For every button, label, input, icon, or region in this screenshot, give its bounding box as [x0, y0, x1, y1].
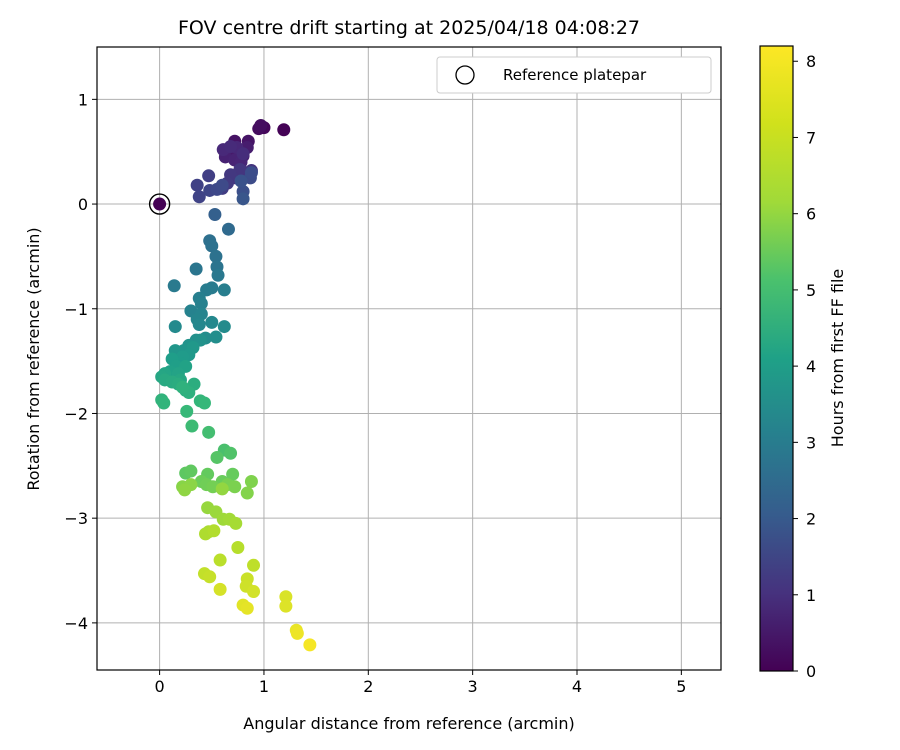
data-point: [189, 262, 203, 276]
data-point: [178, 483, 192, 497]
legend-marker-icon: [455, 65, 475, 85]
data-point: [236, 192, 250, 206]
colorbar-gradient: [759, 45, 794, 672]
data-point: [240, 486, 254, 500]
data-point: [168, 320, 182, 334]
legend: Reference platepar: [436, 56, 712, 94]
data-point: [217, 320, 231, 334]
data-point: [215, 482, 229, 496]
legend-label: Reference platepar: [503, 66, 647, 84]
data-point: [215, 178, 229, 192]
data-point: [192, 317, 206, 331]
x-tick-label: 0: [155, 677, 165, 696]
data-point: [190, 178, 204, 192]
x-tick-label: 3: [468, 677, 478, 696]
data-point: [192, 190, 206, 204]
y-tick-label: −4: [64, 614, 88, 633]
data-points: [153, 119, 317, 652]
y-tick-label: −1: [64, 300, 88, 319]
data-point: [277, 123, 291, 137]
data-point: [180, 404, 194, 418]
data-point: [254, 119, 268, 133]
grid-lines: [97, 47, 721, 670]
x-axis-ticks: 0 1 2 3 4 5: [155, 670, 686, 696]
data-point: [226, 467, 240, 481]
x-tick-label: 2: [363, 677, 373, 696]
x-tick-label: 5: [676, 677, 686, 696]
chart-title: FOV centre drift starting at 2025/04/18 …: [178, 17, 640, 39]
data-point: [207, 524, 221, 538]
colorbar-tick-label: 5: [806, 281, 816, 300]
colorbar-tick-label: 8: [806, 52, 816, 71]
data-point: [231, 540, 245, 554]
data-point: [205, 239, 219, 253]
data-point: [194, 297, 208, 311]
reference-platepar-marker: [148, 193, 171, 215]
data-point: [279, 590, 293, 604]
colorbar-tick-label: 4: [806, 357, 816, 376]
data-point: [247, 558, 261, 572]
data-point: [240, 601, 254, 615]
data-point: [202, 425, 216, 439]
data-point: [211, 268, 225, 282]
colorbar-tick-label: 0: [806, 662, 816, 681]
colorbar-label: Hours from first FF file: [828, 269, 847, 448]
x-tick-label: 1: [259, 677, 269, 696]
data-point: [200, 283, 214, 297]
y-axis-label: Rotation from reference (arcmin): [24, 227, 43, 490]
data-point: [217, 283, 231, 297]
y-tick-label: −3: [64, 509, 88, 528]
data-point: [244, 475, 258, 489]
y-tick-label: 0: [78, 195, 88, 214]
data-point: [279, 599, 293, 613]
data-point: [221, 222, 235, 236]
data-point: [185, 419, 199, 433]
data-point: [224, 446, 238, 460]
data-point: [234, 174, 248, 188]
reference-marker: [148, 193, 171, 215]
data-point: [213, 553, 227, 567]
data-point: [303, 638, 317, 652]
data-point: [153, 197, 167, 211]
colorbar-tick-label: 3: [806, 433, 816, 452]
data-point: [208, 208, 222, 222]
data-point: [290, 626, 304, 640]
data-point: [210, 450, 224, 464]
y-tick-label: −2: [64, 404, 88, 423]
data-point: [209, 249, 223, 263]
data-point: [209, 330, 223, 344]
x-tick-label: 4: [572, 677, 582, 696]
data-point: [203, 570, 217, 584]
colorbar: 0 1 2 3 4 5 6 7 8 Hours from first FF file: [759, 45, 847, 681]
colorbar-tick-label: 7: [806, 128, 816, 147]
y-tick-label: 1: [78, 90, 88, 109]
data-point: [205, 315, 219, 329]
data-point: [213, 582, 227, 596]
y-axis-ticks: −4 −3 −2 −1 0 1: [64, 90, 97, 633]
x-axis-label: Angular distance from reference (arcmin): [243, 714, 574, 733]
colorbar-tick-label: 2: [806, 510, 816, 529]
plot-frame: [96, 46, 722, 671]
data-point: [247, 584, 261, 598]
data-point: [157, 396, 171, 410]
data-point: [229, 516, 243, 530]
colorbar-tick-label: 1: [806, 586, 816, 605]
data-point: [176, 380, 190, 394]
data-point: [224, 139, 238, 153]
data-point: [236, 147, 250, 161]
colorbar-ticks: 0 1 2 3 4 5 6 7 8: [793, 52, 816, 681]
data-point: [184, 464, 198, 478]
colorbar-tick-label: 6: [806, 205, 816, 224]
data-point: [167, 279, 181, 293]
data-point: [202, 169, 216, 183]
data-point: [197, 396, 211, 410]
data-point: [228, 480, 242, 494]
legend-box: [436, 56, 712, 94]
data-point: [244, 166, 258, 180]
plot-area: [97, 47, 721, 670]
